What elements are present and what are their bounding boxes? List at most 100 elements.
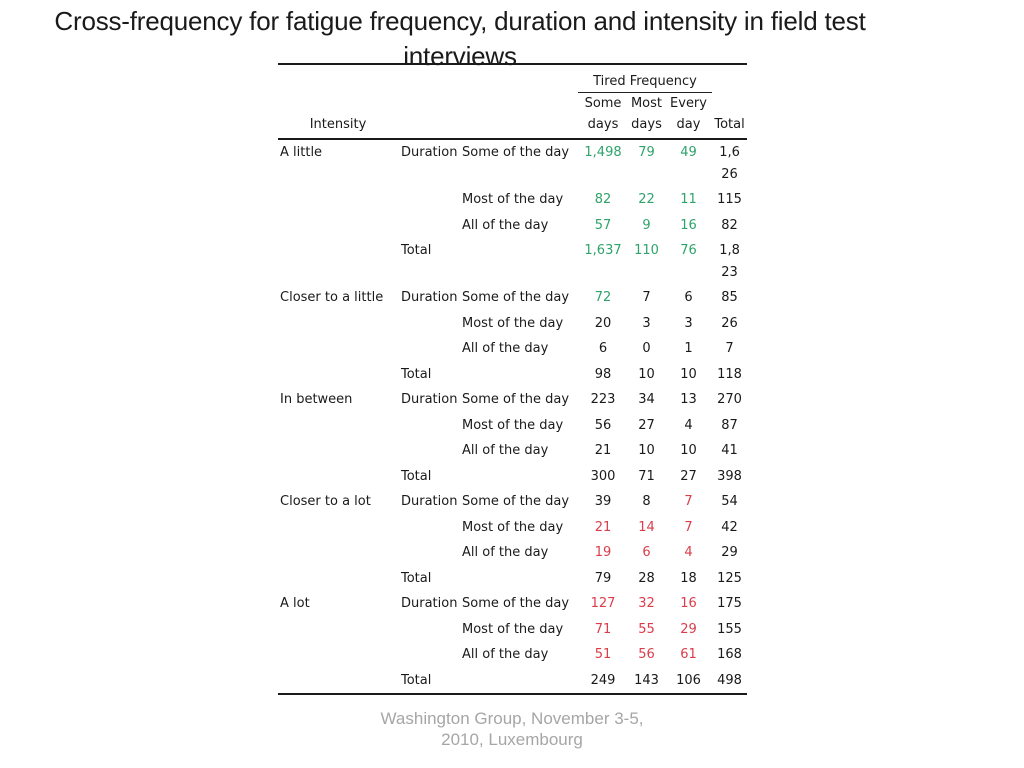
table-row: All of the day 6 0 1 7	[278, 336, 747, 362]
value-cell: 10	[680, 366, 697, 382]
intensity-cell: In between	[280, 392, 353, 407]
intensity-cell	[278, 668, 398, 695]
duration-label-cell	[398, 515, 462, 541]
value-cell: 4	[684, 545, 693, 560]
day-label-cell	[462, 464, 578, 490]
value-cell: 79	[638, 145, 655, 160]
value-cell: 18	[680, 570, 697, 586]
value-cell: 20	[594, 315, 612, 331]
value-cell: 57	[594, 217, 612, 233]
value-cell: 155	[717, 621, 742, 637]
value-cell: 1,626	[719, 145, 740, 182]
intensity-cell	[278, 238, 398, 285]
value-cell: 1,823	[719, 243, 740, 280]
table-row: Most of the day 71 55 29 155	[278, 617, 747, 643]
value-cell: 11	[680, 192, 697, 207]
cross-frequency-table: Tired Frequency Intensity Some days Most…	[278, 63, 748, 695]
duration-label-cell: Total	[401, 243, 432, 258]
value-cell: 71	[594, 621, 612, 637]
value-cell: 41	[721, 443, 738, 458]
duration-label-cell: Total	[401, 570, 432, 586]
intensity-cell	[278, 336, 398, 362]
table-row: All of the day 51 56 61 168	[278, 642, 747, 668]
day-label-cell: Most of the day	[462, 417, 564, 433]
table-row: Total 300 71 27 398	[278, 464, 747, 490]
value-cell: 110	[634, 243, 659, 258]
value-cell: 16	[680, 596, 697, 611]
duration-label-cell	[398, 642, 462, 668]
duration-label-cell	[398, 336, 462, 362]
group-header-spacer	[278, 64, 578, 93]
intensity-cell	[278, 642, 398, 668]
duration-label-cell: Total	[401, 672, 432, 688]
value-cell: 1,498	[584, 145, 622, 160]
value-cell: 3	[642, 315, 651, 331]
day-label-cell: Most of the day	[462, 621, 564, 637]
value-cell: 9	[642, 217, 651, 233]
intensity-cell	[278, 213, 398, 239]
value-cell: 49	[680, 145, 697, 160]
intensity-cell	[278, 362, 398, 388]
value-cell: 27	[680, 468, 697, 484]
day-label-cell: Some of the day	[462, 145, 570, 160]
value-cell: 10	[638, 366, 655, 382]
intensity-cell: A little	[280, 145, 323, 160]
value-cell: 28	[638, 570, 655, 586]
value-cell: 98	[594, 366, 612, 382]
value-cell: 4	[684, 417, 693, 433]
day-label-cell: Some of the day	[462, 494, 570, 509]
intensity-cell	[278, 413, 398, 439]
value-cell: 54	[721, 494, 738, 509]
value-cell: 19	[594, 545, 612, 560]
value-cell: 29	[680, 621, 697, 637]
column-header-empty-duration	[398, 92, 462, 140]
slide-title: Cross-frequency for fatigue frequency, d…	[54, 6, 866, 71]
intensity-cell: Closer to a little	[280, 290, 384, 305]
value-cell: 29	[721, 545, 738, 560]
value-cell: 115	[717, 192, 742, 207]
day-label-cell	[462, 668, 578, 695]
duration-label-cell: Total	[401, 468, 432, 484]
value-cell: 27	[638, 417, 655, 433]
duration-label-cell	[398, 438, 462, 464]
day-label-cell	[462, 362, 578, 388]
table-row: All of the day 57 9 16 82	[278, 213, 747, 239]
value-cell: 71	[638, 468, 655, 484]
intensity-cell	[278, 464, 398, 490]
column-header-some-days: Some days	[578, 92, 628, 140]
value-cell: 7	[684, 494, 693, 509]
value-cell: 61	[680, 647, 697, 662]
duration-label-cell	[398, 617, 462, 643]
value-cell: 42	[721, 519, 738, 535]
table-row: Most of the day 82 22 11 115	[278, 187, 747, 213]
group-header-spacer-right	[712, 64, 747, 93]
day-label-cell: Some of the day	[462, 596, 570, 611]
value-cell: 249	[590, 672, 616, 688]
value-cell: 10	[680, 443, 697, 458]
duration-label-cell: Total	[401, 366, 432, 382]
intensity-cell: A lot	[280, 596, 310, 611]
value-cell: 168	[717, 647, 742, 662]
intensity-cell	[278, 540, 398, 566]
cross-frequency-table-container: Tired Frequency Intensity Some days Most…	[278, 63, 748, 695]
value-cell: 10	[638, 443, 655, 458]
table-row: Closer to a little Duration Some of the da…	[278, 285, 747, 311]
table-row: Total 98 10 10 118	[278, 362, 747, 388]
table-row: Most of the day 56 27 4 87	[278, 413, 747, 439]
value-cell: 87	[721, 417, 738, 433]
value-cell: 79	[594, 570, 612, 586]
footer-credit: Washington Group, November 3-5, 2010, Lu…	[380, 709, 644, 749]
intensity-cell	[278, 311, 398, 337]
value-cell: 498	[717, 672, 742, 688]
value-cell: 26	[721, 315, 738, 331]
table-row: Closer to a lot Duration Some of the day 39…	[278, 489, 747, 515]
value-cell: 39	[594, 494, 612, 509]
value-cell: 270	[717, 392, 742, 407]
value-cell: 76	[680, 243, 697, 258]
value-cell: 1,637	[584, 243, 622, 258]
day-label-cell: Most of the day	[462, 519, 564, 535]
tired-frequency-group-header: Tired Frequency	[578, 64, 713, 93]
value-cell: 82	[594, 192, 612, 207]
duration-label-cell	[398, 311, 462, 337]
value-cell: 85	[721, 290, 738, 305]
